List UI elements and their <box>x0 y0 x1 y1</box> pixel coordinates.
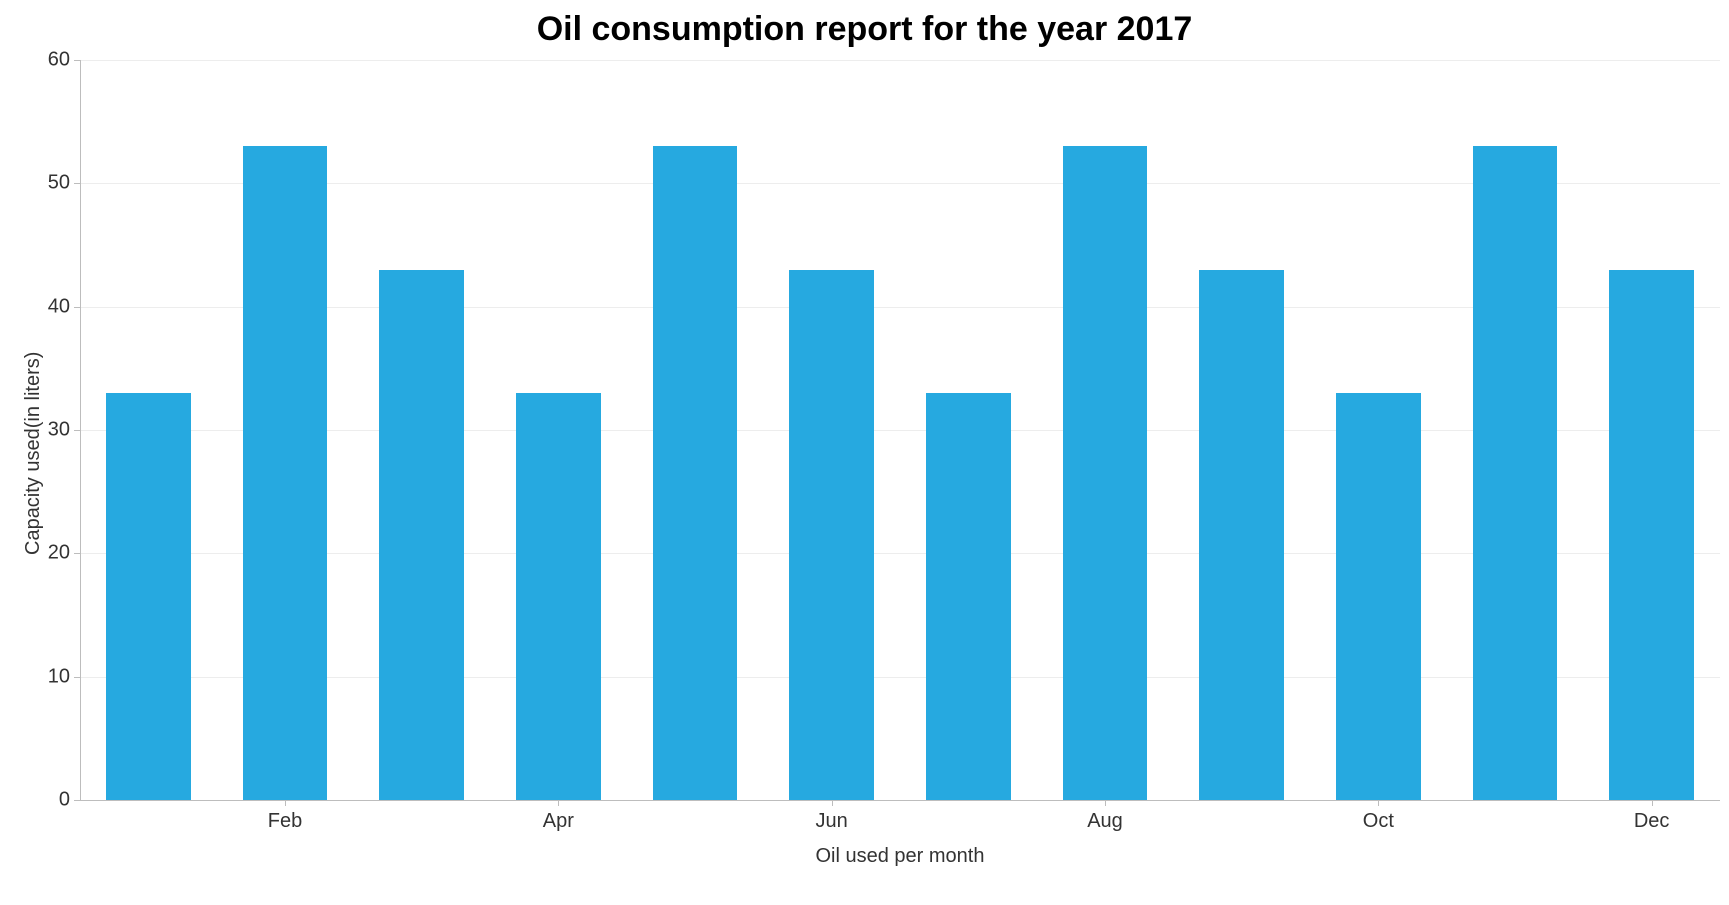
y-tick-mark <box>74 430 80 431</box>
bar[interactable] <box>516 393 601 800</box>
x-tick-label: Oct <box>1363 810 1394 833</box>
y-tick-label: 50 <box>40 172 70 195</box>
bar[interactable] <box>653 146 738 800</box>
y-tick-mark <box>74 800 80 801</box>
y-tick-label: 20 <box>40 542 70 565</box>
x-axis-title: Oil used per month <box>80 845 1720 868</box>
bar[interactable] <box>926 393 1011 800</box>
x-tick-mark <box>1378 800 1379 806</box>
x-tick-mark <box>832 800 833 806</box>
bar[interactable] <box>379 270 464 800</box>
bar[interactable] <box>789 270 874 800</box>
bar[interactable] <box>1199 270 1284 800</box>
y-axis-title: Capacity used(in liters) <box>22 352 45 555</box>
y-tick-mark <box>74 307 80 308</box>
y-tick-mark <box>74 553 80 554</box>
y-tick-label: 40 <box>40 295 70 318</box>
plot-area <box>80 60 1720 800</box>
y-tick-label: 0 <box>40 789 70 812</box>
x-tick-mark <box>1105 800 1106 806</box>
bar[interactable] <box>243 146 328 800</box>
y-axis-line <box>80 60 81 800</box>
y-tick-mark <box>74 60 80 61</box>
chart-title: Oil consumption report for the year 2017 <box>0 10 1729 49</box>
gridline <box>80 60 1720 61</box>
y-tick-label: 30 <box>40 419 70 442</box>
bar[interactable] <box>1336 393 1421 800</box>
y-tick-mark <box>74 677 80 678</box>
x-tick-mark <box>558 800 559 806</box>
x-tick-label: Feb <box>268 810 302 833</box>
x-tick-mark <box>1652 800 1653 806</box>
bar[interactable] <box>1473 146 1558 800</box>
bar[interactable] <box>1063 146 1148 800</box>
bar[interactable] <box>1609 270 1694 800</box>
x-tick-label: Apr <box>543 810 574 833</box>
x-tick-mark <box>285 800 286 806</box>
x-tick-label: Dec <box>1634 810 1670 833</box>
y-tick-mark <box>74 183 80 184</box>
x-axis-line <box>80 800 1720 801</box>
y-tick-label: 60 <box>40 49 70 72</box>
chart-container: Oil consumption report for the year 2017… <box>0 0 1729 905</box>
y-tick-label: 10 <box>40 665 70 688</box>
x-tick-label: Aug <box>1087 810 1123 833</box>
bar[interactable] <box>106 393 191 800</box>
x-tick-label: Jun <box>816 810 848 833</box>
